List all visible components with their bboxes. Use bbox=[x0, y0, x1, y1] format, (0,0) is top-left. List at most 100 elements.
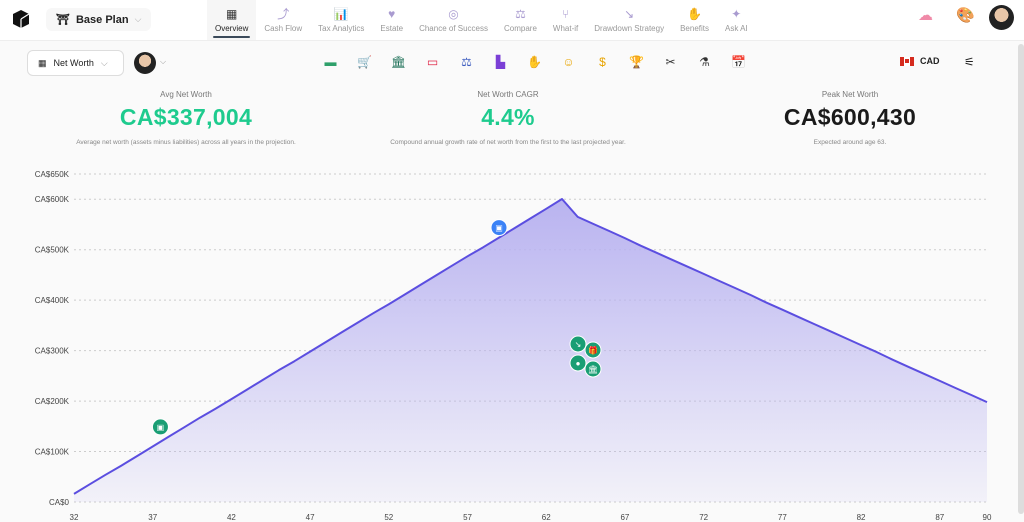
trend-down-icon: ↘ bbox=[575, 340, 582, 349]
stat-card: Peak Net Worth CA$600,430 Expected around … bbox=[680, 90, 1020, 146]
y-tick-label: CA$200K bbox=[35, 397, 70, 406]
net-worth-chart: CA$0 CA$100K CA$200K CA$300K CA$400K CA$500K C… bbox=[35, 170, 992, 522]
scrollbar[interactable] bbox=[1018, 44, 1024, 514]
tab-label: Compare bbox=[504, 24, 537, 33]
tab-label: Ask AI bbox=[724, 24, 748, 33]
flask-icon[interactable]: ⚗ bbox=[699, 55, 710, 69]
dollar-coin-icon[interactable]: $ bbox=[599, 55, 606, 69]
calendar-icon[interactable]: 📅 bbox=[731, 55, 746, 69]
user-avatar[interactable] bbox=[989, 5, 1014, 30]
tab-tax-analytics[interactable]: 📊 Tax Analytics bbox=[310, 0, 372, 40]
currency-label: CAD bbox=[920, 56, 940, 66]
grid-icon: ▦ bbox=[38, 57, 47, 68]
person-icon: ● bbox=[576, 359, 581, 368]
view-label: Net Worth bbox=[53, 58, 94, 68]
stat-label: Peak Net Worth bbox=[821, 90, 879, 99]
flow-icon: ⤴ bbox=[277, 7, 290, 21]
tab-label: Drawdown Strategy bbox=[594, 24, 665, 33]
heart-hand-icon: ♥ bbox=[388, 7, 396, 21]
tab-cash-flow[interactable]: ⤴ Cash Flow bbox=[256, 0, 310, 40]
plan-icon: ⛩ bbox=[56, 14, 70, 26]
x-tick-label: 62 bbox=[542, 513, 551, 522]
chevron-down-icon: ⌵ bbox=[100, 57, 108, 68]
y-tick-label: CA$400K bbox=[35, 296, 70, 305]
palette-icon[interactable]: 🎨 bbox=[956, 7, 975, 24]
sparkle-icon: ✦ bbox=[731, 7, 742, 21]
event-marker-person-icon[interactable]: ● bbox=[569, 354, 587, 372]
y-tick-label: CA$650K bbox=[35, 170, 70, 179]
scissors-icon[interactable]: ✂ bbox=[665, 55, 676, 69]
trend-down-icon: ↘ bbox=[624, 7, 635, 21]
x-tick-label: 72 bbox=[699, 513, 708, 522]
tab-chance-of-success[interactable]: ◎ Chance of Success bbox=[411, 0, 496, 40]
person-selector[interactable] bbox=[134, 52, 156, 74]
baby-icon[interactable]: ☺ bbox=[562, 55, 575, 69]
gift-icon: 🎁 bbox=[588, 345, 598, 355]
scale-icon[interactable]: ⚖ bbox=[461, 55, 472, 69]
tab-ask-ai[interactable]: ✦ Ask AI bbox=[717, 0, 756, 40]
tab-drawdown-strategy[interactable]: ↘ Drawdown Strategy bbox=[586, 0, 672, 40]
stat-card: Net Worth CAGR 4.4% Compound annual growth… bbox=[338, 90, 678, 146]
stat-value: 4.4% bbox=[481, 104, 535, 130]
event-marker-cash-icon[interactable]: ▣ bbox=[151, 418, 169, 436]
scale-icon: ⚖ bbox=[515, 7, 526, 21]
tab-overview[interactable]: ▦ Overview bbox=[207, 0, 257, 40]
y-tick-label: CA$600K bbox=[35, 195, 70, 204]
cloud-off-icon[interactable]: ☁ bbox=[918, 7, 933, 24]
plan-selector[interactable]: ⛩ Base Plan ⌵ bbox=[46, 8, 152, 31]
grid-icon: ▦ bbox=[226, 7, 238, 21]
chevron-down-icon: ⌵ bbox=[134, 14, 142, 24]
tab-label: Chance of Success bbox=[419, 24, 489, 33]
tab-label: What-if bbox=[552, 24, 579, 33]
currency-selector[interactable]: CAD bbox=[900, 56, 940, 66]
stat-description: Average net worth (assets minus liabilit… bbox=[76, 139, 296, 146]
x-tick-label: 87 bbox=[935, 513, 944, 522]
x-tick-label: 47 bbox=[306, 513, 315, 522]
view-selector[interactable]: ▦ Net Worth ⌵ bbox=[27, 50, 124, 76]
cart-icon[interactable]: 🛒 bbox=[357, 55, 372, 69]
settings-sliders-icon[interactable]: ⚟ bbox=[964, 55, 975, 69]
x-tick-label: 57 bbox=[463, 513, 472, 522]
app-logo-icon[interactable] bbox=[11, 9, 31, 29]
credit-card-icon[interactable]: ▭ bbox=[426, 55, 439, 69]
target-icon: ◎ bbox=[448, 7, 459, 21]
stat-description: Compound annual growth rate of net worth… bbox=[390, 139, 626, 146]
y-tick-label: CA$0 bbox=[49, 498, 70, 507]
tab-what-if[interactable]: ⑂ What-if bbox=[545, 0, 586, 40]
x-tick-label: 37 bbox=[148, 513, 157, 522]
x-tick-label: 82 bbox=[857, 513, 866, 522]
tab-compare[interactable]: ⚖ Compare bbox=[496, 0, 545, 40]
branch-icon: ⑂ bbox=[561, 7, 570, 21]
tab-benefits[interactable]: ✋ Benefits bbox=[672, 0, 717, 40]
x-tick-label: 77 bbox=[778, 513, 787, 522]
plan-name: Base Plan bbox=[75, 13, 129, 26]
cash-icon: ▣ bbox=[157, 423, 165, 432]
hand-coins-icon[interactable]: ✋ bbox=[527, 55, 542, 69]
x-tick-label: 90 bbox=[983, 513, 992, 522]
stat-label: Net Worth CAGR bbox=[477, 90, 539, 99]
canada-flag-icon bbox=[900, 56, 914, 66]
trophy-icon[interactable]: 🏆 bbox=[629, 55, 644, 69]
event-marker-gift-icon[interactable]: 🎁 bbox=[584, 341, 602, 359]
stat-label: Avg Net Worth bbox=[160, 90, 212, 99]
x-tick-label: 52 bbox=[384, 513, 393, 522]
top-nav: ⛩ Base Plan ⌵ ▦ Overview ⤴ Cash Flow 📊 Tax Anal… bbox=[0, 0, 1024, 41]
bank-icon: 🏛 bbox=[588, 365, 598, 374]
event-marker-cash-icon[interactable]: ▣ bbox=[490, 219, 508, 237]
x-tick-label: 32 bbox=[70, 513, 79, 522]
cash-icon: ▣ bbox=[495, 224, 503, 233]
building-icon[interactable]: ▙ bbox=[495, 55, 506, 69]
y-tick-label: CA$500K bbox=[35, 246, 70, 255]
net-worth-line bbox=[73, 198, 988, 495]
tab-estate[interactable]: ♥ Estate bbox=[372, 0, 411, 40]
tab-label: Tax Analytics bbox=[318, 24, 365, 33]
chevron-down-icon[interactable]: ⌵ bbox=[160, 57, 167, 66]
x-tick-label: 67 bbox=[620, 513, 629, 522]
bank-icon[interactable]: 🏛 bbox=[390, 55, 407, 69]
y-tick-label: CA$100K bbox=[35, 448, 70, 457]
event-marker-bank-icon[interactable]: 🏛 bbox=[584, 360, 602, 378]
event-marker-trend-down-icon[interactable]: ↘ bbox=[569, 335, 587, 353]
tab-label: Cash Flow bbox=[264, 24, 303, 33]
area-fill bbox=[74, 199, 987, 502]
wallet-icon[interactable]: ▬ bbox=[324, 55, 337, 69]
